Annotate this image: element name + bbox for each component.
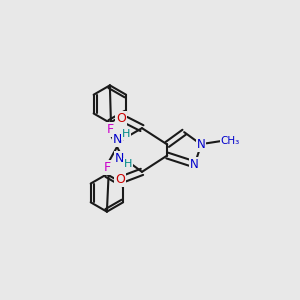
Text: F: F xyxy=(106,123,113,136)
Text: CH₃: CH₃ xyxy=(220,136,240,146)
Text: N: N xyxy=(113,133,122,146)
Text: N: N xyxy=(197,138,206,151)
Text: O: O xyxy=(116,112,126,125)
Text: N: N xyxy=(115,152,124,165)
Text: H: H xyxy=(124,159,132,169)
Text: O: O xyxy=(115,173,125,186)
Text: F: F xyxy=(103,161,110,174)
Text: N: N xyxy=(190,158,199,171)
Text: H: H xyxy=(122,129,130,139)
